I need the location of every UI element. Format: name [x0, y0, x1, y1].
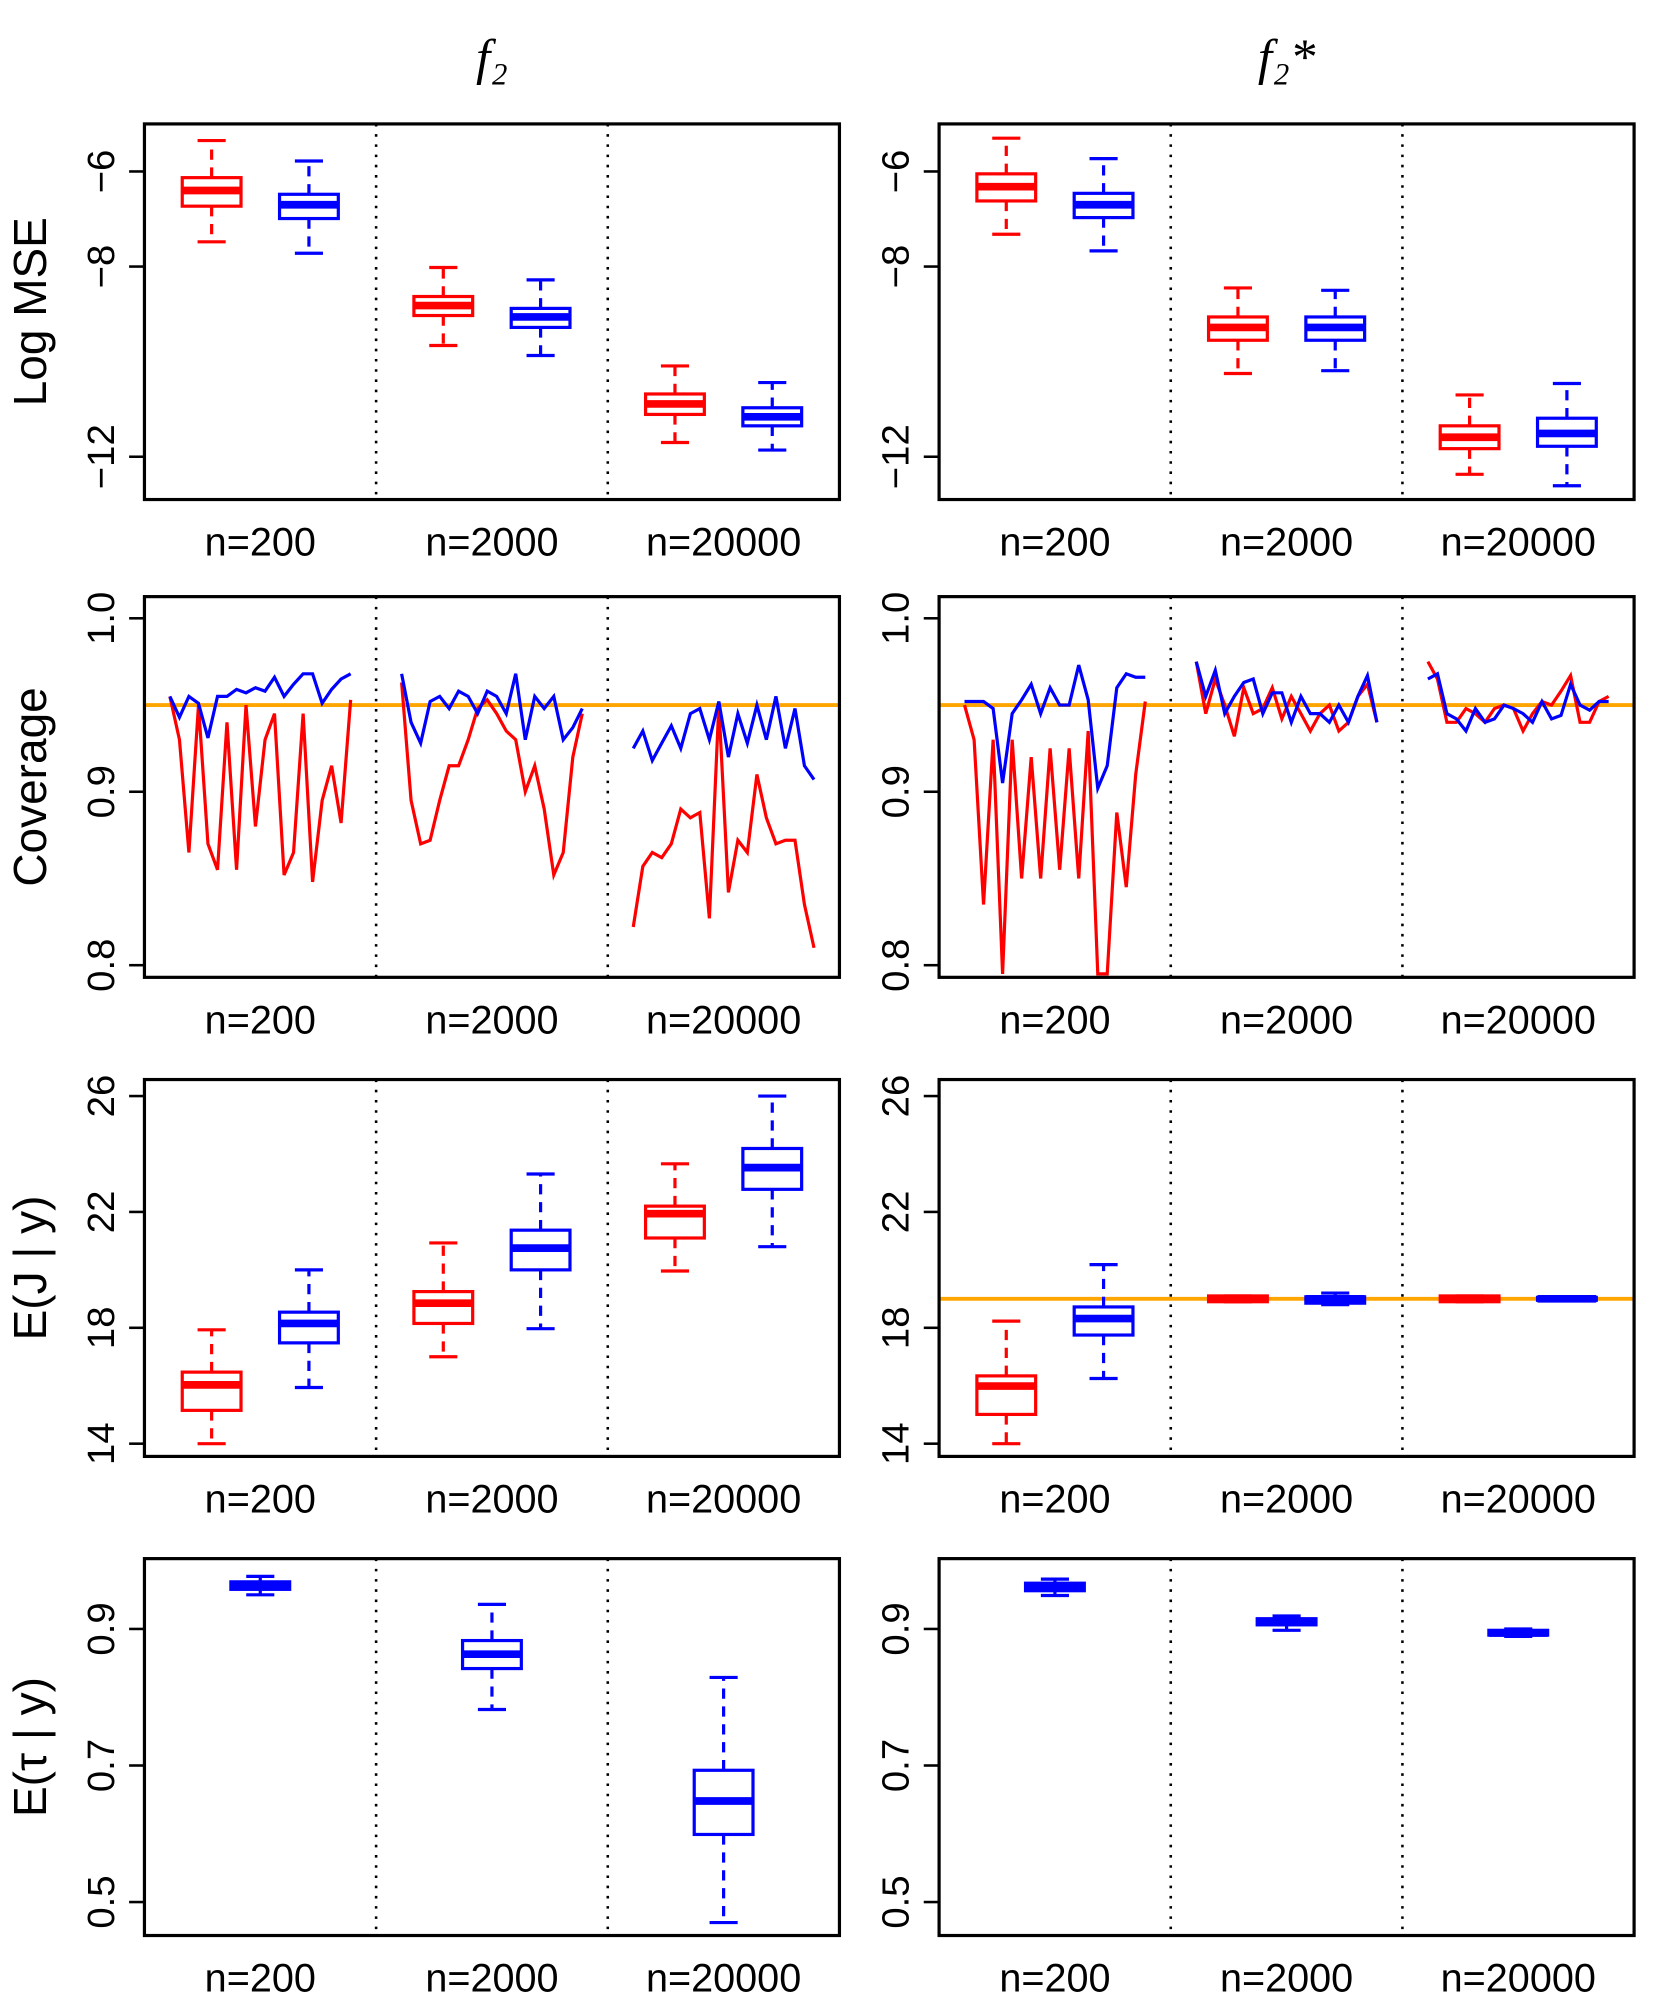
y-tick-label: 0.9: [80, 1602, 123, 1655]
y-axis-label: Log MSE: [4, 217, 56, 406]
y-tick-label: 0.5: [874, 1875, 917, 1928]
category-label: n=2000: [425, 1957, 558, 1993]
category-label: n=2000: [425, 999, 558, 1043]
y-tick-label: 14: [80, 1422, 123, 1465]
box: [412, 1289, 475, 1326]
category-label: n=2000: [425, 521, 558, 565]
category-label: n=2000: [425, 1478, 558, 1522]
category-label: n=20000: [646, 521, 801, 565]
coverage-line: [964, 664, 1146, 795]
category-label: n=200: [999, 1957, 1110, 1993]
coverage-line: [962, 701, 1147, 976]
coverage-line: [400, 673, 584, 749]
category-label: n=20000: [1441, 1957, 1596, 1993]
y-tick-label: −6: [874, 150, 917, 194]
y-tick-label: 26: [80, 1075, 123, 1118]
panel-frame: [937, 595, 1636, 979]
category-label: n=200: [205, 999, 316, 1043]
y-tick-label: −6: [80, 150, 123, 194]
coverage-line: [1427, 671, 1609, 735]
y-axis-label: E(τ | y): [4, 1677, 56, 1817]
y-tick-label: −8: [80, 245, 123, 289]
category-label: n=20000: [646, 1478, 801, 1522]
y-axis-label: E(J | y): [4, 1196, 56, 1341]
category-label: n=200: [205, 1478, 316, 1522]
panel-frame: [142, 1077, 842, 1459]
y-tick-label: 0.9: [80, 765, 123, 818]
category-label: n=2000: [1220, 999, 1353, 1043]
y-tick-label: 0.9: [874, 765, 917, 818]
y-tick-label: 0.8: [874, 939, 917, 992]
category-label: n=20000: [1441, 999, 1596, 1043]
box: [180, 1370, 243, 1412]
category-label: n=2000: [1220, 1957, 1353, 1993]
category-label: n=200: [999, 999, 1110, 1043]
y-tick-label: 0.9: [874, 1602, 917, 1655]
box: [277, 1310, 340, 1345]
panel-frame: [142, 1557, 842, 1938]
category-label: n=20000: [646, 999, 801, 1043]
category-label: n=200: [999, 521, 1110, 565]
coverage-line: [1194, 661, 1379, 728]
coverage-line: [168, 696, 353, 883]
y-tick-label: 14: [874, 1422, 917, 1465]
category-label: n=20000: [1441, 521, 1596, 565]
panel-frame: [937, 122, 1636, 502]
category-label: n=2000: [1220, 521, 1353, 565]
category-label: n=20000: [1441, 1478, 1596, 1522]
y-tick-label: 0.7: [874, 1739, 917, 1792]
y-tick-label: 18: [874, 1306, 917, 1349]
panel-frame: [937, 1077, 1636, 1459]
panel-frame: [142, 122, 842, 502]
y-tick-label: 22: [80, 1191, 123, 1234]
y-tick-label: 0.7: [80, 1739, 123, 1792]
y-tick-label: 18: [80, 1306, 123, 1349]
y-axis-label: Coverage: [4, 687, 56, 886]
y-tick-label: 26: [874, 1075, 917, 1118]
y-tick-label: 22: [874, 1191, 917, 1234]
category-label: n=200: [999, 1478, 1110, 1522]
panel-frame: [937, 1557, 1636, 1938]
box: [975, 1374, 1038, 1417]
y-tick-label: −8: [874, 245, 917, 289]
coverage-line: [400, 682, 584, 881]
column-title: f₂: [476, 29, 508, 86]
y-tick-label: 1.0: [874, 592, 917, 645]
category-label: n=2000: [1220, 1478, 1353, 1522]
category-label: n=200: [205, 1957, 316, 1993]
y-tick-label: 0.8: [80, 939, 123, 992]
coverage-line: [168, 672, 352, 739]
y-tick-label: −12: [80, 424, 123, 489]
y-tick-label: 0.5: [80, 1875, 123, 1928]
y-tick-label: 1.0: [80, 592, 123, 645]
coverage-line: [631, 696, 816, 781]
category-label: n=200: [205, 521, 316, 565]
coverage-line: [631, 705, 816, 949]
panel-frame: [142, 595, 842, 979]
category-label: n=20000: [646, 1957, 801, 1993]
y-tick-label: −12: [874, 424, 917, 489]
coverage-line: [1426, 660, 1610, 735]
coverage-line: [1194, 661, 1379, 737]
column-title: f₂*: [1258, 29, 1316, 86]
